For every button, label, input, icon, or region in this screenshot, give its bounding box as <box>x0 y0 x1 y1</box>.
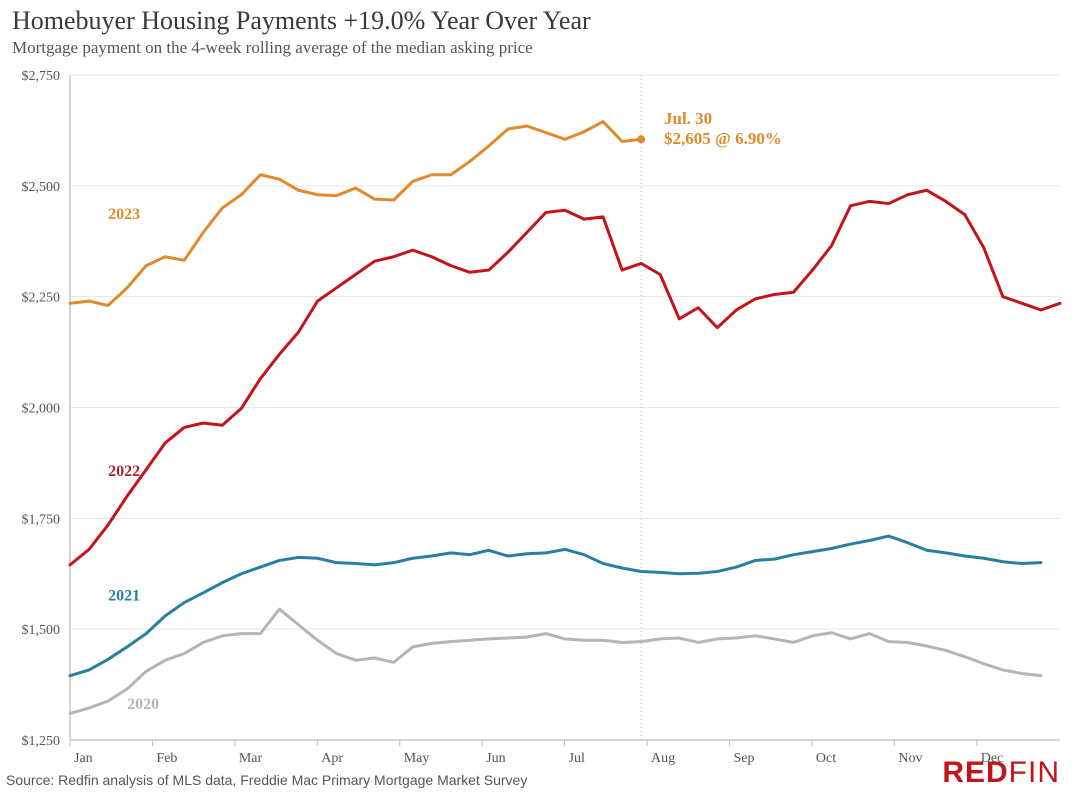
line-chart: $1,250 $1,500 $1,750 $2,000 $2,250 $2,500 $2,7… <box>0 0 1074 800</box>
series-2020 <box>70 609 1041 713</box>
svg-text:Jul: Jul <box>569 751 585 766</box>
svg-text:Apr: Apr <box>321 751 343 766</box>
chart-container: Homebuyer Housing Payments +19.0% Year O… <box>0 0 1074 800</box>
svg-text:Aug: Aug <box>651 751 675 766</box>
series-label: 2020 <box>127 696 159 713</box>
series-label: 2022 <box>108 463 140 480</box>
svg-text:Oct: Oct <box>816 751 836 766</box>
logo-thin: FIN <box>1009 756 1060 789</box>
svg-text:Mar: Mar <box>239 751 263 766</box>
redfin-logo: REDFIN <box>942 756 1060 790</box>
series-2023 <box>70 122 641 306</box>
svg-text:Sep: Sep <box>733 751 754 766</box>
svg-text:Nov: Nov <box>898 751 922 766</box>
series-label: 2023 <box>108 206 140 223</box>
source-text: Source: Redfin analysis of MLS data, Fre… <box>6 772 527 788</box>
callout-line2: $2,605 @ 6.90% <box>664 129 782 148</box>
logo-bold: RED <box>942 756 1008 789</box>
svg-text:$2,250: $2,250 <box>22 291 61 306</box>
svg-text:May: May <box>404 751 430 766</box>
svg-text:$1,250: $1,250 <box>22 734 61 749</box>
series-label: 2021 <box>108 587 140 604</box>
svg-text:Jan: Jan <box>74 751 93 766</box>
svg-text:$1,500: $1,500 <box>22 623 61 638</box>
series-end-marker <box>637 135 645 143</box>
series-2021 <box>70 536 1041 676</box>
svg-text:Jun: Jun <box>486 751 505 766</box>
svg-text:$1,750: $1,750 <box>22 512 61 527</box>
svg-text:$2,750: $2,750 <box>22 69 61 84</box>
svg-text:Feb: Feb <box>156 751 177 766</box>
svg-text:$2,000: $2,000 <box>22 402 61 417</box>
callout-line1: Jul. 30 <box>664 109 712 128</box>
series-2022 <box>70 190 1060 565</box>
svg-text:$2,500: $2,500 <box>22 180 61 195</box>
